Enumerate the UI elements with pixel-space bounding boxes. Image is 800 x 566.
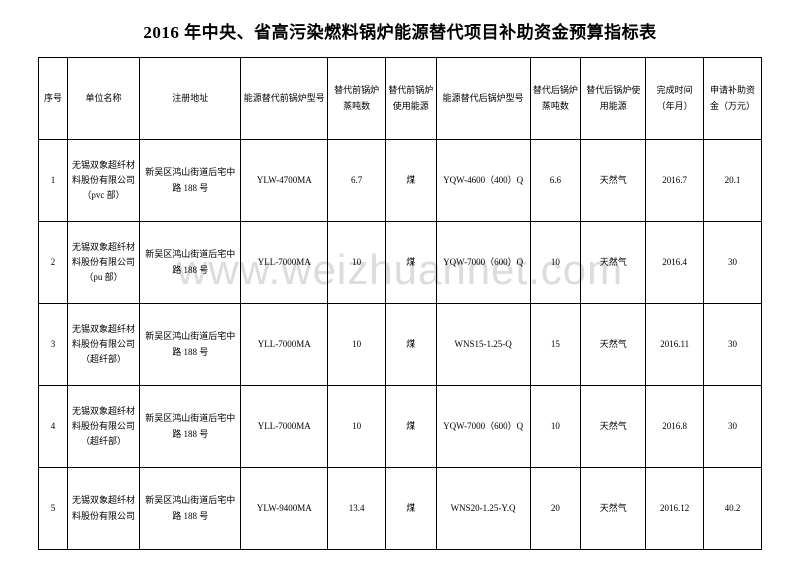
cell-pre-tons: 10 [328,386,386,468]
cell-pre-model: YLW-4700MA [241,140,328,222]
cell-date: 2016.7 [646,140,704,222]
cell-post-model: YQW-4600（400）Q [436,140,530,222]
cell-addr: 新吴区鸿山街道后宅中路 188 号 [140,468,241,550]
table-row: 4 无锡双象超纤材料股份有限公司（超纤部） 新吴区鸿山街道后宅中路 188 号 … [39,386,762,468]
cell-seq: 3 [39,304,68,386]
table-row: 3 无锡双象超纤材料股份有限公司（超纤部） 新吴区鸿山街道后宅中路 188 号 … [39,304,762,386]
cell-post-tons: 6.6 [530,140,581,222]
table-container: 序号 单位名称 注册地址 能源替代前锅炉型号 替代前锅炉蒸吨数 替代前锅炉使用能… [0,57,800,550]
cell-pre-model: YLL-7000MA [241,304,328,386]
cell-unit: 无锡双象超纤材料股份有限公司 [67,468,139,550]
cell-pre-energy: 煤 [386,468,437,550]
cell-unit: 无锡双象超纤材料股份有限公司（pu 部） [67,222,139,304]
th-fund: 申请补助资金（万元） [704,58,762,140]
th-seq: 序号 [39,58,68,140]
cell-fund: 30 [704,304,762,386]
cell-seq: 1 [39,140,68,222]
cell-post-model: YQW-7000（600）Q [436,386,530,468]
th-post-tons: 替代后锅炉蒸吨数 [530,58,581,140]
th-date: 完成时间（年月） [646,58,704,140]
cell-addr: 新吴区鸿山街道后宅中路 188 号 [140,304,241,386]
th-pre-energy: 替代前锅炉使用能源 [386,58,437,140]
cell-unit: 无锡双象超纤材料股份有限公司（超纤部） [67,304,139,386]
cell-post-energy: 天然气 [581,304,646,386]
cell-pre-energy: 煤 [386,222,437,304]
cell-addr: 新吴区鸿山街道后宅中路 188 号 [140,386,241,468]
cell-post-tons: 15 [530,304,581,386]
cell-pre-energy: 煤 [386,304,437,386]
cell-pre-tons: 13.4 [328,468,386,550]
cell-pre-model: YLL-7000MA [241,222,328,304]
cell-fund: 30 [704,386,762,468]
cell-date: 2016.12 [646,468,704,550]
subsidy-table: 序号 单位名称 注册地址 能源替代前锅炉型号 替代前锅炉蒸吨数 替代前锅炉使用能… [38,57,762,550]
cell-post-model: WNS15-1.25-Q [436,304,530,386]
page-title: 2016 年中央、省高污染燃料锅炉能源替代项目补助资金预算指标表 [0,0,800,57]
cell-date: 2016.8 [646,386,704,468]
cell-pre-energy: 煤 [386,140,437,222]
th-unit: 单位名称 [67,58,139,140]
table-row: 2 无锡双象超纤材料股份有限公司（pu 部） 新吴区鸿山街道后宅中路 188 号… [39,222,762,304]
cell-post-energy: 天然气 [581,222,646,304]
cell-fund: 20.1 [704,140,762,222]
table-row: 1 无锡双象超纤材料股份有限公司（pvc 部） 新吴区鸿山街道后宅中路 188 … [39,140,762,222]
cell-fund: 40.2 [704,468,762,550]
cell-post-energy: 天然气 [581,140,646,222]
cell-addr: 新吴区鸿山街道后宅中路 188 号 [140,140,241,222]
table-body: 1 无锡双象超纤材料股份有限公司（pvc 部） 新吴区鸿山街道后宅中路 188 … [39,140,762,550]
cell-post-tons: 10 [530,222,581,304]
cell-seq: 4 [39,386,68,468]
th-pre-model: 能源替代前锅炉型号 [241,58,328,140]
cell-fund: 30 [704,222,762,304]
th-pre-tons: 替代前锅炉蒸吨数 [328,58,386,140]
cell-date: 2016.4 [646,222,704,304]
cell-pre-tons: 6.7 [328,140,386,222]
cell-unit: 无锡双象超纤材料股份有限公司（pvc 部） [67,140,139,222]
th-post-model: 能源替代后锅炉型号 [436,58,530,140]
cell-post-tons: 10 [530,386,581,468]
th-post-energy: 替代后锅炉使用能源 [581,58,646,140]
table-row: 5 无锡双象超纤材料股份有限公司 新吴区鸿山街道后宅中路 188 号 YLW-9… [39,468,762,550]
cell-pre-model: YLL-7000MA [241,386,328,468]
cell-post-model: WNS20-1.25-Y.Q [436,468,530,550]
table-header-row: 序号 单位名称 注册地址 能源替代前锅炉型号 替代前锅炉蒸吨数 替代前锅炉使用能… [39,58,762,140]
cell-seq: 5 [39,468,68,550]
cell-seq: 2 [39,222,68,304]
cell-date: 2016.11 [646,304,704,386]
cell-post-tons: 20 [530,468,581,550]
cell-addr: 新吴区鸿山街道后宅中路 188 号 [140,222,241,304]
cell-pre-model: YLW-9400MA [241,468,328,550]
cell-pre-energy: 煤 [386,386,437,468]
cell-pre-tons: 10 [328,304,386,386]
th-addr: 注册地址 [140,58,241,140]
cell-pre-tons: 10 [328,222,386,304]
cell-unit: 无锡双象超纤材料股份有限公司（超纤部） [67,386,139,468]
cell-post-model: YQW-7000（600）Q [436,222,530,304]
cell-post-energy: 天然气 [581,468,646,550]
cell-post-energy: 天然气 [581,386,646,468]
